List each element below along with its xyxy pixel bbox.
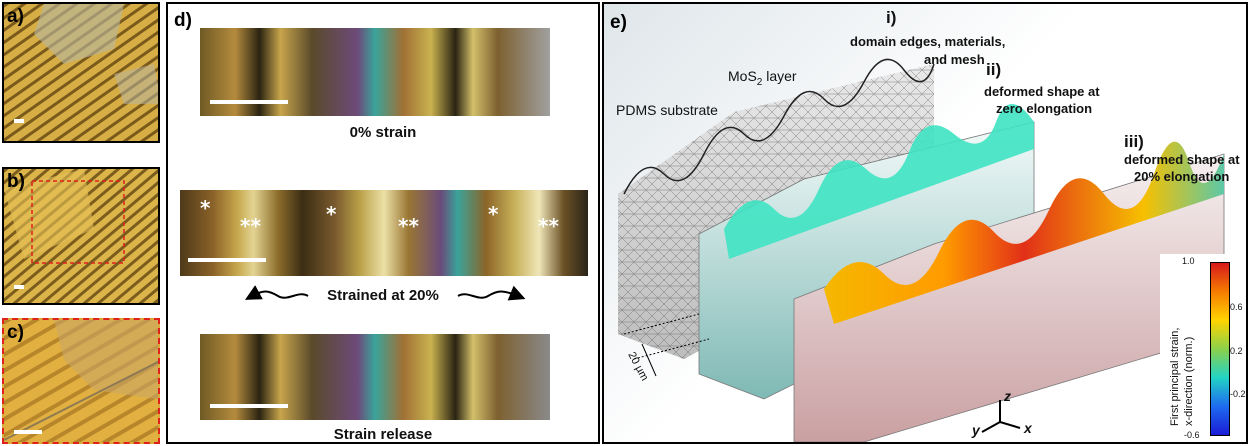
panel-e-label: e) bbox=[610, 12, 627, 33]
axis-x-label: x bbox=[1024, 420, 1032, 436]
step-i-text-line1: domain edges, materials, bbox=[850, 34, 1006, 49]
panel-c-label: c) bbox=[7, 322, 24, 343]
step-iii-text-line2: 20% elongation bbox=[1134, 169, 1230, 184]
panel-a-micrograph bbox=[4, 4, 158, 141]
panel-b: b) bbox=[2, 167, 160, 305]
panel-d-label: d) bbox=[174, 10, 192, 31]
step-iii-label: iii) bbox=[1124, 132, 1144, 151]
colorbar-title-line2: x-direction (norm.) bbox=[1183, 336, 1195, 426]
panel-a-label: a) bbox=[7, 6, 24, 27]
mos2-suffix: layer bbox=[762, 68, 797, 84]
panel-c-micrograph bbox=[4, 320, 158, 442]
axis-y-label: y bbox=[972, 422, 980, 438]
axis-z-label: z bbox=[1004, 388, 1011, 404]
scale-bar bbox=[210, 404, 288, 408]
panel-b-label: b) bbox=[7, 171, 25, 192]
step-ii-label: ii) bbox=[986, 60, 1002, 79]
mos2-text: MoS bbox=[728, 68, 757, 84]
micrograph-strained: * ** * ** * ** bbox=[180, 190, 588, 276]
panel-c: c) bbox=[2, 318, 160, 444]
caption-strain-release: Strain release bbox=[333, 426, 433, 443]
step-i-text-line2: and mesh bbox=[924, 52, 985, 67]
zoom-region-box bbox=[31, 180, 125, 264]
star-marker: * bbox=[488, 202, 499, 226]
coordinate-axes bbox=[981, 400, 1021, 433]
panel-b-micrograph bbox=[4, 169, 158, 303]
colorbar-title-line1: First principal strain, bbox=[1169, 327, 1181, 426]
double-star-marker: ** bbox=[398, 214, 419, 238]
caption-strained: Strained at 20% bbox=[327, 287, 439, 304]
caption-zero-strain: 0% strain bbox=[349, 124, 417, 141]
mos2-layer-label: MoS2 layer bbox=[728, 68, 797, 88]
colorbar-tick: 1.0 bbox=[1182, 256, 1195, 266]
colorbar bbox=[1210, 262, 1230, 436]
step-ii-text-line1: deformed shape at bbox=[984, 84, 1100, 99]
star-marker: * bbox=[200, 196, 211, 220]
colorbar-title: First principal strain, x-direction (nor… bbox=[1168, 256, 1196, 426]
micrograph-strain-release bbox=[200, 334, 550, 420]
step-iii-text-line1: deformed shape at bbox=[1124, 152, 1240, 167]
double-star-marker: ** bbox=[538, 214, 559, 238]
strain-arrow bbox=[244, 285, 526, 301]
colorbar-tick: 0.2 bbox=[1230, 346, 1243, 356]
colorbar-tick: -0.2 bbox=[1230, 389, 1246, 399]
pdms-substrate-label: PDMS substrate bbox=[616, 102, 718, 118]
step-ii-text-line2: zero elongation bbox=[996, 101, 1093, 116]
colorbar-tick: 0.6 bbox=[1230, 302, 1243, 312]
panel-a: a) bbox=[2, 2, 160, 143]
micrograph-zero-strain bbox=[200, 28, 550, 116]
mos2-subscript: 2 bbox=[756, 76, 763, 88]
fem-model-illustration bbox=[618, 58, 1225, 442]
colorbar-panel: 1.0 0.6 0.2 -0.2 -0.6 First principal st… bbox=[1160, 254, 1246, 440]
double-star-marker: ** bbox=[240, 214, 261, 238]
star-marker: * bbox=[326, 202, 337, 226]
panel-d: d) 0% strain * ** * ** * ** Strained at … bbox=[166, 2, 600, 444]
step-i-label: i) bbox=[886, 8, 897, 27]
panel-e: e) i) domain edges, materials, and mesh … bbox=[602, 2, 1248, 444]
scale-bar bbox=[188, 258, 266, 262]
scale-indicator bbox=[623, 313, 710, 377]
scale-bar bbox=[210, 100, 288, 104]
colorbar-tick: -0.6 bbox=[1184, 430, 1200, 440]
